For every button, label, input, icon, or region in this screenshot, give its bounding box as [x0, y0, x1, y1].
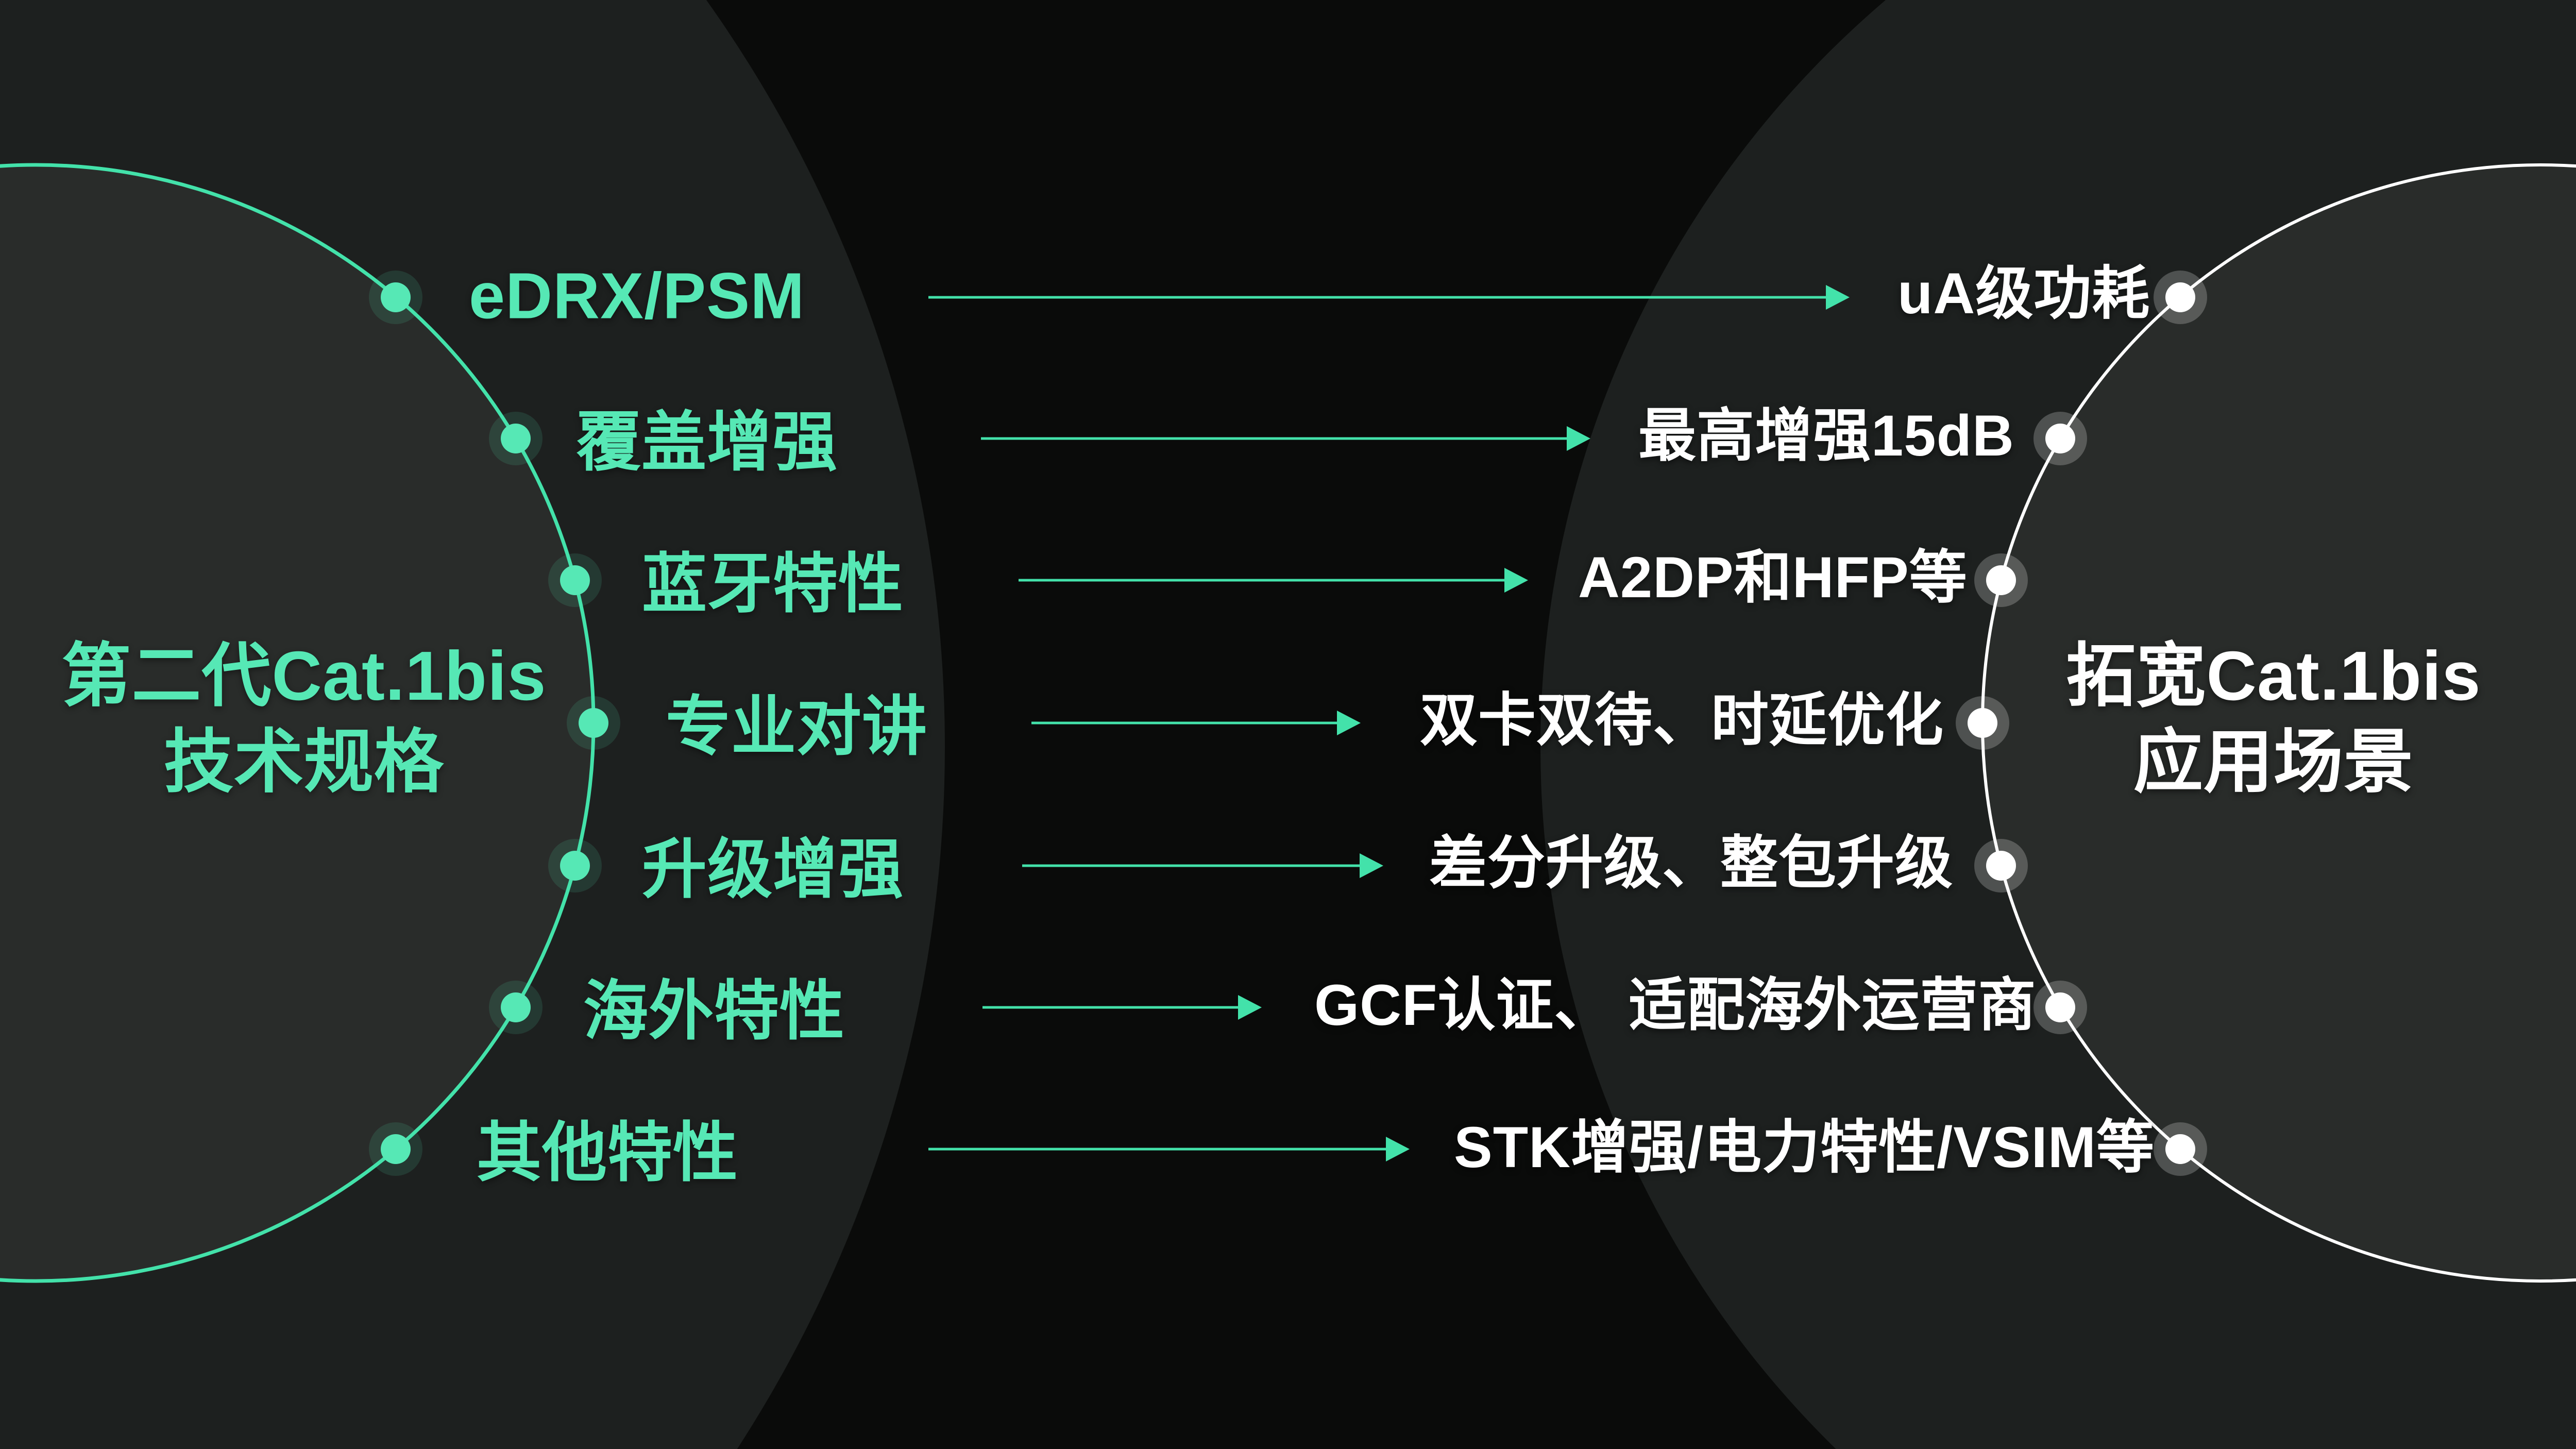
arrow-row-6: [928, 1137, 1410, 1161]
connector-arrows: [928, 285, 1850, 1161]
node-dot: [548, 553, 602, 607]
left-panel-title: 第二代Cat.1bis 技术规格: [0, 633, 665, 805]
feature-label-edrx-psm: eDRX/PSM: [469, 259, 805, 332]
arrow-row-3: [1031, 711, 1361, 735]
result-label-fota: 差分升级、整包升级: [1429, 830, 1953, 895]
left-panel-title-line2: 技术规格: [164, 723, 444, 801]
result-label-dual-sim: 双卡双待、时延优化: [1420, 687, 1944, 752]
arrow-row-0: [928, 285, 1850, 310]
node-dot: [2154, 1122, 2207, 1176]
feature-label-coverage: 覆盖增强: [576, 406, 838, 479]
node-dot: [567, 696, 620, 750]
right-node-dots: [1956, 271, 2207, 1176]
left-node-dots: [369, 271, 620, 1176]
feature-label-bluetooth: 蓝牙特性: [642, 547, 904, 620]
arrow-row-5: [982, 995, 1262, 1020]
arrow-row-2: [1019, 568, 1528, 593]
feature-label-upgrade: 升级增强: [642, 833, 904, 906]
right-panel-title-line1: 拓宽Cat.1bis: [2066, 637, 2481, 715]
node-dot: [1974, 553, 2028, 607]
node-dot: [489, 981, 543, 1034]
arrow-row-4: [1022, 853, 1383, 878]
feature-label-intercom: 专业对讲: [666, 690, 927, 763]
feature-label-other: 其他特性: [477, 1116, 738, 1189]
node-dot: [1956, 696, 2009, 750]
result-label-power: uA级功耗: [1897, 261, 2150, 326]
right-panel-title: 拓宽Cat.1bis 应用场景: [1913, 633, 2576, 805]
node-dot: [2154, 271, 2207, 324]
result-label-a2dp-hfp: A2DP和HFP等: [1578, 545, 1968, 610]
node-dot: [489, 412, 543, 465]
node-dot: [2033, 981, 2087, 1034]
node-dot: [1974, 839, 2028, 892]
result-label-gain-15db: 最高增强15dB: [1638, 403, 2014, 468]
node-dot: [369, 271, 422, 324]
result-label-gcf: GCF认证、 适配海外运营商: [1314, 972, 2037, 1037]
left-panel-title-line1: 第二代Cat.1bis: [61, 637, 547, 715]
node-dot: [548, 839, 602, 892]
node-dot: [2033, 412, 2087, 465]
result-label-stk-vsim: STK增强/电力特性/VSIM等: [1454, 1115, 2155, 1180]
arrow-row-1: [981, 426, 1590, 451]
node-dot: [369, 1122, 422, 1176]
right-panel-title-line2: 应用场景: [2133, 723, 2414, 801]
feature-label-overseas: 海外特性: [583, 974, 845, 1048]
